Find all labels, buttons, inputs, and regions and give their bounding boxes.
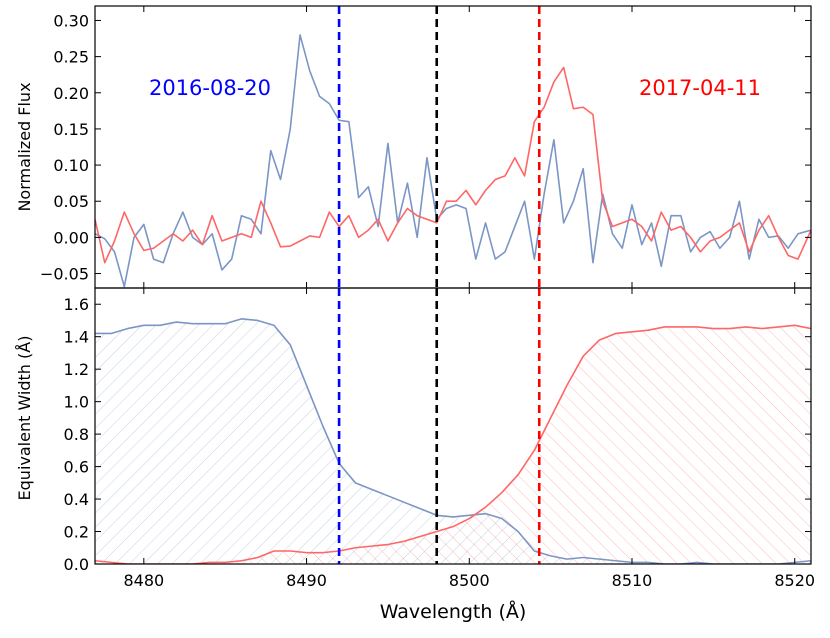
bottom-xtick-label: 8520	[774, 571, 815, 590]
bottom-ytick-label: 0.0	[64, 555, 89, 574]
bottom-ytick-label: 1.0	[64, 393, 89, 412]
bottom-xtick-label: 8510	[612, 571, 653, 590]
bottom-axes-frame	[94, 287, 812, 565]
top-ytick-label: 0.00	[53, 228, 89, 247]
bottom-xticks-layer: 8480 8490 8500 8510 8520	[123, 6, 815, 590]
bottom-series-red-line	[95, 324, 811, 564]
top-ylabel: Normalized Flux	[15, 82, 34, 211]
annotation-2017-04-11: 2017-04-11	[639, 76, 761, 100]
bottom-series-layer	[95, 318, 811, 564]
top-ytick-label: 0.15	[53, 120, 89, 139]
annotation-2016-08-20: 2016-08-20	[149, 76, 271, 100]
top-ytick-label: 0.10	[53, 156, 89, 175]
bottom-fill-layer	[95, 318, 811, 564]
series-blue-area-fill	[95, 318, 811, 564]
bottom-ytick-label: 0.4	[64, 490, 89, 509]
bottom-ytick-label: 0.2	[64, 523, 89, 542]
top-yticks-layer: −0.05 0.00 0.05 0.10 0.15 0.20 0.25 0.30	[40, 11, 811, 284]
bottom-xtick-label: 8500	[449, 571, 490, 590]
bottom-xtick-label: 8480	[123, 571, 164, 590]
top-ytick-label: 0.30	[53, 11, 89, 30]
bottom-panel: 0.0 0.2 0.4 0.6 0.8 1.0 1.2 1.4 1.6 8480 8490 8500…	[15, 6, 815, 623]
bottom-yticks-layer: 0.0 0.2 0.4 0.6 0.8 1.0 1.2 1.4 1.6	[64, 295, 811, 574]
top-ytick-label: 0.05	[53, 192, 89, 211]
top-panel: −0.05 0.00 0.05 0.10 0.15 0.20 0.25 0.30 Normal…	[15, 5, 812, 289]
top-ytick-label: 0.20	[53, 84, 89, 103]
bottom-vlines-layer	[337, 288, 541, 564]
bottom-xtick-label: 8490	[286, 571, 327, 590]
series-red-area-fill	[95, 325, 811, 564]
top-ytick-label: 0.25	[53, 48, 89, 67]
top-ytick-label: −0.05	[40, 265, 89, 284]
bottom-ytick-label: 1.2	[64, 360, 89, 379]
bottom-ylabel: Equivalent Width (Å)	[15, 336, 34, 501]
bottom-xlabel: Wavelength (Å)	[380, 600, 527, 623]
top-axes-frame	[94, 5, 812, 289]
top-series-red-line	[95, 66, 811, 264]
bottom-ytick-label: 0.6	[64, 458, 89, 477]
top-series-blue-line	[95, 34, 811, 288]
bottom-ytick-label: 1.4	[64, 328, 89, 347]
bottom-series-blue-line	[95, 318, 811, 564]
bottom-ytick-label: 0.8	[64, 425, 89, 444]
top-series-layer	[95, 34, 811, 288]
bottom-ytick-label: 1.6	[64, 295, 89, 314]
top-vlines-layer	[337, 6, 541, 288]
